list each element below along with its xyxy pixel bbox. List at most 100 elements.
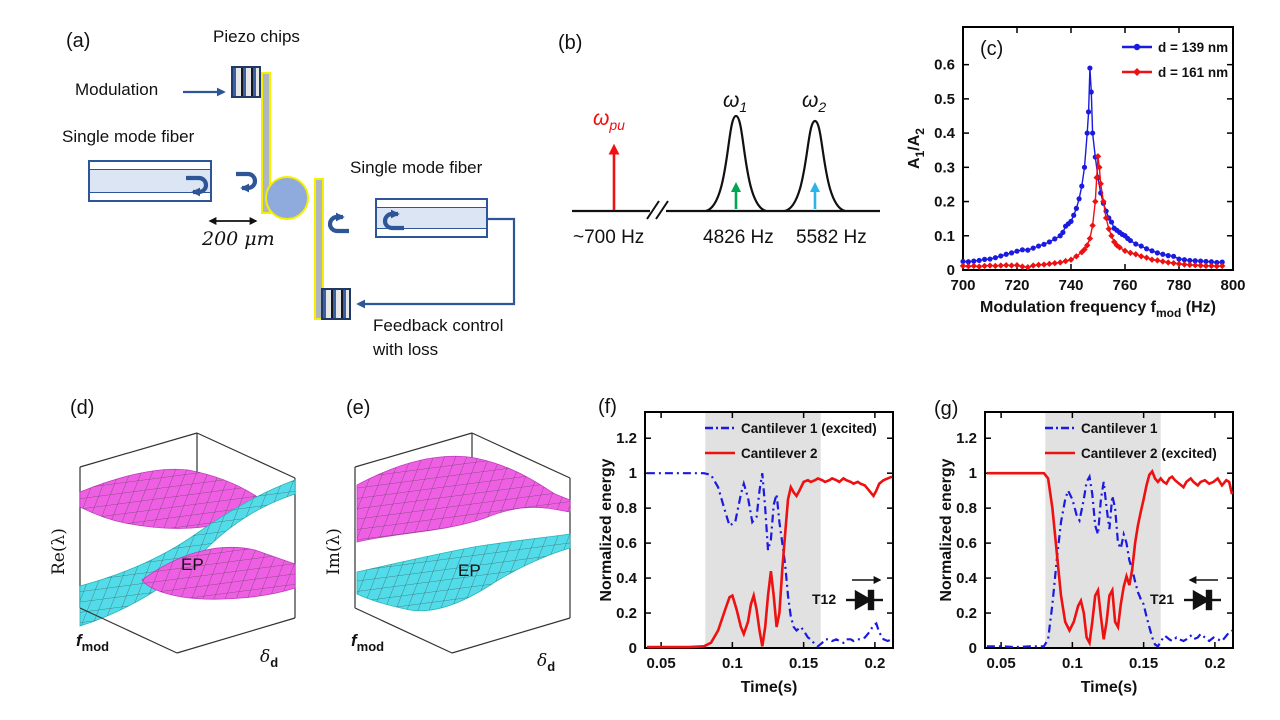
y-axis-label: Normalized energy — [938, 458, 955, 601]
x-axis-label: fmod — [351, 631, 384, 654]
series-line — [962, 68, 1223, 264]
fiber-right-label: Single mode fiber — [350, 158, 483, 177]
svg-text:0.6: 0.6 — [616, 535, 637, 552]
shaded-region — [1045, 412, 1161, 648]
plot-box — [984, 411, 1234, 649]
svg-text:0.3: 0.3 — [934, 159, 955, 176]
energy-transfer-chart-t12: 0.05 0.1 0.15 0.2 0 0.2 0.4 0.6 0.8 1 1.2 Cantileve… — [598, 411, 894, 696]
plot-box-3d — [79, 432, 296, 618]
svg-text:0.2: 0.2 — [956, 605, 977, 622]
svg-text:0.4: 0.4 — [956, 570, 978, 587]
pump-frequency-symbol: ωpu — [593, 107, 625, 133]
plot-box — [644, 411, 894, 649]
svg-text:0.5: 0.5 — [934, 91, 955, 108]
svg-text:0.05: 0.05 — [647, 655, 676, 672]
ratio-vs-modulation-chart: 700 720 740 760 780 800 0 0.1 0.2 0.3 0.4 0.5 0.6 d =… — [906, 26, 1246, 320]
y-axis-label: δd — [537, 651, 555, 674]
surface-magenta — [356, 455, 571, 543]
svg-text:0.2: 0.2 — [864, 655, 885, 672]
mode2-frequency-value: 5582 Hz — [796, 227, 867, 248]
z-axis-label: Re(λ) — [49, 528, 69, 575]
y-axis-label: δd — [260, 647, 278, 670]
gap-label: 200 μm — [202, 228, 275, 250]
plot-box-3d-front — [79, 607, 296, 654]
t21-label: T21 — [1150, 591, 1174, 607]
svg-text:d = 161 nm: d = 161 nm — [1158, 65, 1228, 80]
svg-text:740: 740 — [1058, 277, 1083, 294]
svg-text:0.8: 0.8 — [956, 500, 977, 517]
circulation-arrow-icon — [382, 209, 404, 231]
series-line — [986, 473, 1233, 649]
svg-text:0.2: 0.2 — [934, 194, 955, 211]
svg-text:1.2: 1.2 — [616, 430, 637, 447]
series-line — [986, 468, 1234, 647]
y-axis-label: Normalized energy — [598, 458, 615, 601]
cantilever-1 — [261, 72, 271, 214]
series-line — [646, 475, 893, 649]
panel-a-label: (a) — [66, 30, 91, 52]
modulation-label: Modulation — [75, 80, 159, 99]
plot-box — [962, 26, 1234, 271]
feedback-label-line2: with loss — [373, 340, 439, 359]
diode-icon — [1184, 589, 1221, 611]
mode1-frequency-symbol: ω1 — [723, 89, 747, 115]
svg-text:0.15: 0.15 — [789, 655, 818, 672]
svg-text:0.1: 0.1 — [722, 655, 743, 672]
svg-text:0.6: 0.6 — [934, 57, 955, 74]
svg-text:800: 800 — [1220, 277, 1245, 294]
panel-f-label: (f) — [598, 396, 617, 418]
circulation-arrow-icon — [327, 212, 349, 234]
panel-e-label: (e) — [346, 397, 371, 419]
svg-text:Cantilever 2 (excited): Cantilever 2 (excited) — [1081, 446, 1217, 461]
series-line — [962, 156, 1223, 269]
svg-text:Cantilever 1 (excited): Cantilever 1 (excited) — [741, 421, 877, 436]
diode-icon — [846, 589, 883, 611]
mode2-frequency-symbol: ω2 — [802, 89, 826, 115]
x-axis-label: Time(s) — [1081, 679, 1138, 696]
panel-c-label: (c) — [980, 38, 1004, 60]
resonance-peak-2 — [784, 119, 846, 213]
svg-text:760: 760 — [1112, 277, 1137, 294]
svg-text:0.1: 0.1 — [1062, 655, 1083, 672]
piezo-chip-feedback — [321, 288, 351, 320]
surface-upper-magenta — [79, 468, 263, 529]
surface-lower-magenta — [141, 546, 296, 600]
svg-text:0: 0 — [629, 640, 637, 657]
svg-text:0.2: 0.2 — [616, 605, 637, 622]
axis-break-icon — [646, 200, 660, 220]
svg-text:700: 700 — [950, 277, 975, 294]
pump-frequency-value: ~700 Hz — [573, 227, 644, 248]
circulation-arrow-icon — [186, 175, 209, 197]
circulation-arrow-icon — [236, 171, 258, 193]
plot-box-3d-front — [354, 607, 571, 654]
svg-text:0.15: 0.15 — [1129, 655, 1158, 672]
svg-text:1: 1 — [969, 465, 977, 482]
svg-text:1.2: 1.2 — [956, 430, 977, 447]
svg-text:780: 780 — [1166, 277, 1191, 294]
feedback-path-arrow-icon — [356, 217, 516, 309]
svg-text:0: 0 — [969, 640, 977, 657]
im-lambda-surface-plot: EP Im(λ) fmod δd — [324, 432, 571, 674]
svg-text:0.2: 0.2 — [1204, 655, 1225, 672]
piezo-chip-modulation — [231, 66, 261, 98]
svg-text:0.1: 0.1 — [934, 228, 955, 245]
svg-text:0.05: 0.05 — [987, 655, 1016, 672]
piezo-chips-label: Piezo chips — [213, 27, 300, 46]
x-axis-label: Time(s) — [741, 679, 798, 696]
svg-text:720: 720 — [1004, 277, 1029, 294]
x-axis-label: Modulation frequency fmod (Hz) — [980, 299, 1216, 320]
svg-text:0.4: 0.4 — [934, 125, 956, 142]
coupling-sphere — [265, 176, 309, 220]
z-axis-label: Im(λ) — [324, 528, 344, 575]
t12-label: T12 — [812, 591, 836, 607]
ep-annotation: EP — [181, 555, 204, 574]
ep-annotation: EP — [458, 561, 481, 580]
t21-badge: T21 — [1150, 576, 1221, 611]
cantilever-2 — [314, 178, 324, 320]
feedback-label-line1: Feedback control — [373, 316, 504, 335]
svg-text:Cantilever 1: Cantilever 1 — [1081, 421, 1158, 436]
re-lambda-surface-plot: EP Re(λ) fmod δd — [49, 432, 296, 670]
panel-g-label: (g) — [934, 398, 959, 420]
svg-text:0: 0 — [947, 262, 955, 279]
t12-badge: T12 — [812, 576, 883, 611]
